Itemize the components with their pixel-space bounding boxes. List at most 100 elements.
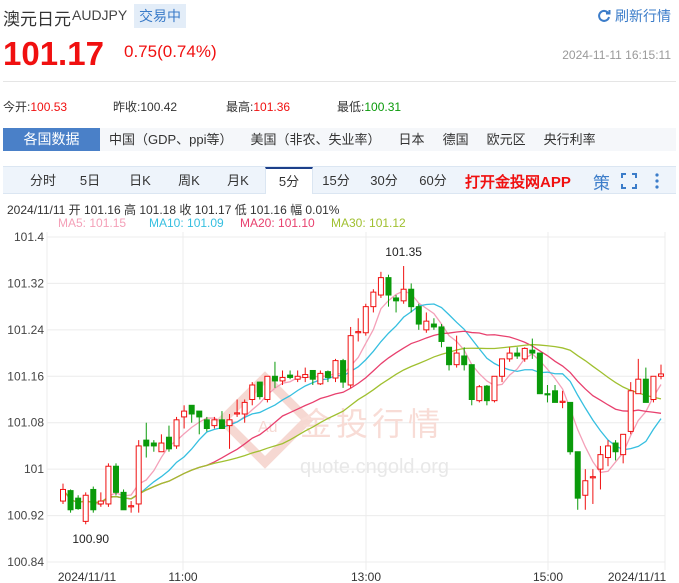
refresh-icon (598, 9, 611, 22)
ma5-legend: MA5: 101.15 (58, 216, 127, 230)
tab-eurozone[interactable]: 欧元区 (486, 132, 526, 147)
tab-china[interactable]: 中国（GDP、ppi等） (109, 132, 233, 147)
quote-datetime: 2024-11-11 16:15:11 (562, 48, 671, 62)
tab-30min[interactable]: 30分 (370, 173, 398, 188)
candle-body (279, 376, 286, 382)
current-price: 101.17 (3, 35, 104, 72)
candle-body (370, 291, 377, 308)
ma20-legend: MA20: 101.10 (240, 216, 315, 230)
stat-low: 最低:100.31 (337, 98, 401, 115)
tab-15min[interactable]: 15分 (322, 173, 350, 188)
tab-weekly[interactable]: 周K (178, 173, 200, 188)
x-tick-label: 13:00 (351, 570, 381, 583)
more-vertical-icon[interactable] (654, 172, 660, 190)
candle-body (203, 419, 210, 430)
tab-japan[interactable]: 日本 (398, 132, 425, 147)
candle-body (60, 488, 66, 502)
candle-body (385, 277, 392, 296)
candle-body (264, 375, 271, 401)
tab-usa[interactable]: 美国（非农、失业率） (250, 132, 381, 147)
candle-body (567, 401, 574, 453)
candle-body (105, 465, 112, 505)
ma10-legend: MA10: 101.09 (149, 216, 224, 230)
watermark-url: quote.cngold.org (300, 456, 449, 478)
strategy-button[interactable]: 策 (593, 174, 610, 193)
candle-body (589, 476, 596, 479)
candle-body (332, 360, 339, 379)
candle-body (271, 375, 278, 382)
candle-body (476, 386, 483, 402)
candle-body (135, 445, 142, 505)
candle-body (340, 360, 347, 383)
price-change: 0.75(0.74%) (124, 42, 217, 61)
trading-status-badge: 交易中 (134, 4, 186, 28)
tab-daily[interactable]: 日K (129, 173, 151, 188)
tab-5day[interactable]: 5日 (79, 173, 101, 188)
open-app-link[interactable]: 打开金投网APP (465, 174, 571, 191)
stat-value: 101.36 (253, 100, 291, 114)
candle-body (150, 442, 157, 447)
candle-body (514, 352, 521, 357)
candle-body (97, 500, 104, 505)
candle-body (211, 419, 218, 427)
candle-body (506, 352, 513, 360)
candle-body (620, 433, 627, 456)
x-tick-label: 11:00 (168, 570, 197, 583)
candle-body (234, 412, 241, 415)
stat-label: 昨收: (113, 100, 141, 114)
y-tick-label: 101.32 (7, 276, 44, 290)
candle-body (627, 390, 634, 432)
tab-intraday[interactable]: 分时 (29, 173, 56, 188)
candle-body (423, 320, 430, 331)
stat-high: 最高:101.36 (226, 98, 290, 115)
stat-label: 今开: (3, 100, 31, 114)
candle-body (287, 374, 294, 378)
candle-body (317, 372, 324, 385)
candle-body (438, 326, 445, 342)
divider (3, 81, 676, 82)
candle-body (453, 352, 460, 366)
stat-value: 100.42 (140, 100, 178, 114)
fullscreen-icon[interactable] (621, 173, 637, 189)
price-annotation: 101.35 (385, 245, 422, 259)
candle-info-line: 2024/11/11 开 101.16 高 101.18 收 101.17 低 … (7, 203, 340, 217)
refresh-button[interactable]: 刷新行情 (597, 6, 671, 26)
candle-body (196, 410, 203, 418)
candle-body (468, 364, 475, 401)
candle-body (128, 505, 135, 508)
candle-body (408, 288, 415, 308)
tab-germany[interactable]: 德国 (442, 132, 469, 147)
candle-body (82, 494, 89, 522)
stat-label: 最高: (226, 100, 254, 114)
stat-open: 今开:100.53 (3, 98, 67, 115)
candle-body (226, 419, 233, 427)
candle-body (165, 436, 172, 450)
tab-60min[interactable]: 60分 (419, 173, 447, 188)
candlestick-chart[interactable]: 101.4 101.32 101.24 101.16 101.08 101 100.92 10… (0, 230, 679, 583)
candle-body (355, 331, 362, 334)
tab-country-data[interactable]: 各国数据 (3, 128, 100, 151)
candle-body (574, 451, 581, 499)
candle-body (90, 488, 97, 511)
tab-monthly[interactable]: 月K (227, 173, 249, 188)
candle-body (112, 465, 119, 493)
candle-body (377, 277, 384, 296)
tab-central-bank-rates[interactable]: 央行利率 (543, 132, 596, 147)
candle-body (249, 384, 256, 401)
candle-body (582, 480, 589, 496)
stat-value: 100.53 (30, 100, 68, 114)
candle-body (536, 352, 543, 395)
candle-body (635, 378, 642, 395)
y-tick-label: 101.08 (7, 416, 44, 430)
tab-5min[interactable]: 5分 (265, 167, 313, 194)
candle-body (483, 385, 490, 402)
candle-body (642, 378, 649, 403)
y-tick-label: 101 (24, 462, 44, 476)
candle-body (120, 491, 127, 511)
candle-body (347, 335, 354, 386)
candle-body (181, 410, 188, 418)
x-tick-label: 2024/11/11 (608, 570, 667, 583)
y-tick-label: 101.24 (7, 323, 44, 337)
stat-label: 最低: (337, 100, 365, 114)
candle-body (302, 374, 309, 378)
